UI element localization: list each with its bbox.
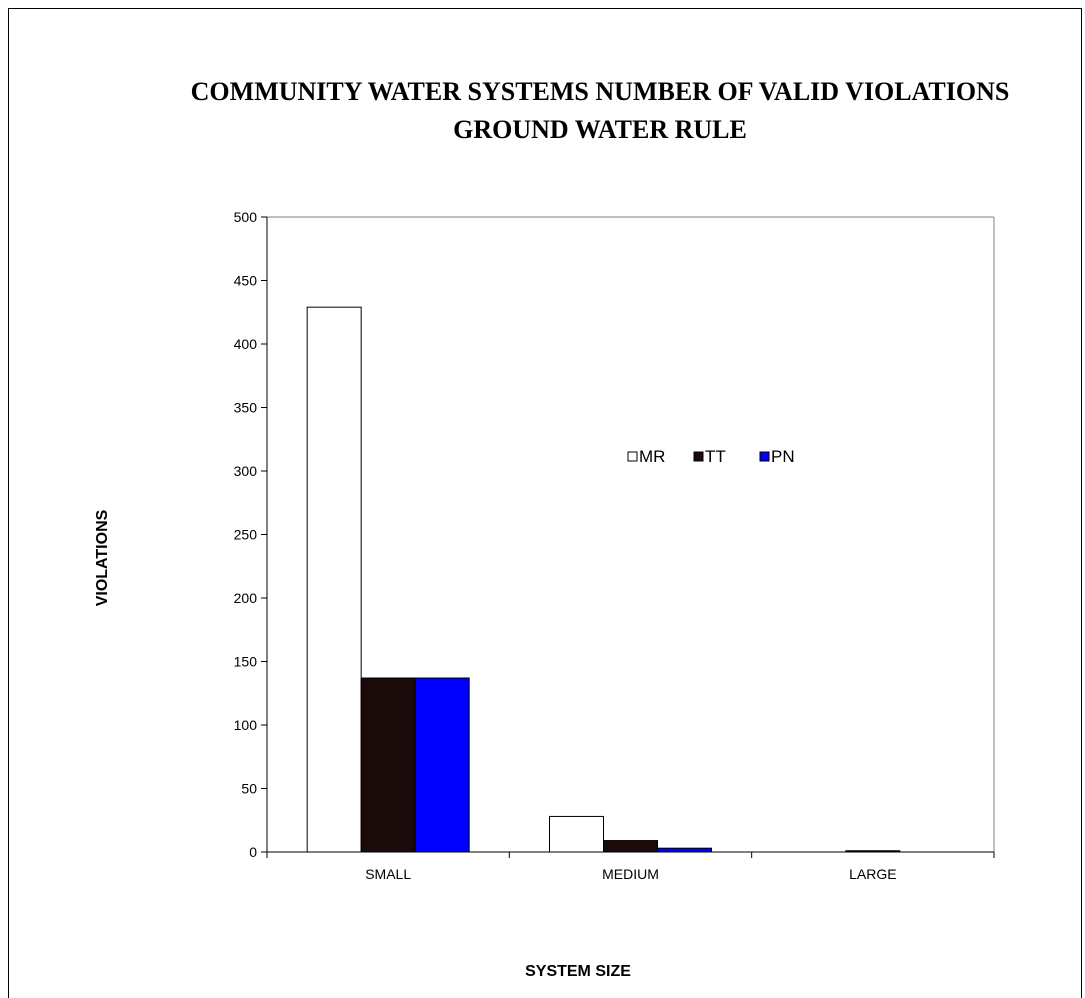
bar-pn xyxy=(657,847,712,853)
bar-mr xyxy=(306,306,362,853)
y-tick-label: 150 xyxy=(234,654,258,670)
bar-pn xyxy=(414,677,470,853)
x-tick-label: SMALL xyxy=(365,866,411,882)
x-tick-label: LARGE xyxy=(849,866,896,882)
bars xyxy=(306,306,901,853)
bar-tt xyxy=(603,840,658,853)
chart-frame xyxy=(8,8,1082,998)
bar-tt xyxy=(845,850,901,853)
legend-label-pn: PN xyxy=(771,447,795,466)
y-tick-label: 250 xyxy=(234,527,258,543)
y-tick-label: 400 xyxy=(234,336,258,352)
y-tick-label: 100 xyxy=(234,717,258,733)
x-axis-label: SYSTEM SIZE xyxy=(525,963,631,980)
legend-swatch-pn xyxy=(759,451,770,462)
y-tick-label: 450 xyxy=(234,273,258,289)
y-tick-label: 500 xyxy=(234,209,258,225)
y-axis-label: VIOLATIONS xyxy=(94,509,111,606)
y-tick-label: 0 xyxy=(249,844,257,860)
legend-label-tt: TT xyxy=(705,447,726,466)
legend-swatch-mr xyxy=(627,451,638,462)
y-tick-label: 300 xyxy=(234,463,258,479)
y-tick-label: 50 xyxy=(241,781,257,797)
legend: MR TT PN xyxy=(627,447,795,466)
bar-tt xyxy=(360,677,416,853)
y-tick-label: 200 xyxy=(234,590,258,606)
x-tick-label: MEDIUM xyxy=(602,866,659,882)
chart-title-line-2: GROUND WATER RULE xyxy=(453,115,747,144)
chart-title-line-1: COMMUNITY WATER SYSTEMS NUMBER OF VALID … xyxy=(191,77,1010,106)
bar-mr xyxy=(549,815,604,853)
y-tick-label: 350 xyxy=(234,400,258,416)
legend-label-mr: MR xyxy=(639,447,665,466)
legend-swatch-tt xyxy=(693,451,704,462)
